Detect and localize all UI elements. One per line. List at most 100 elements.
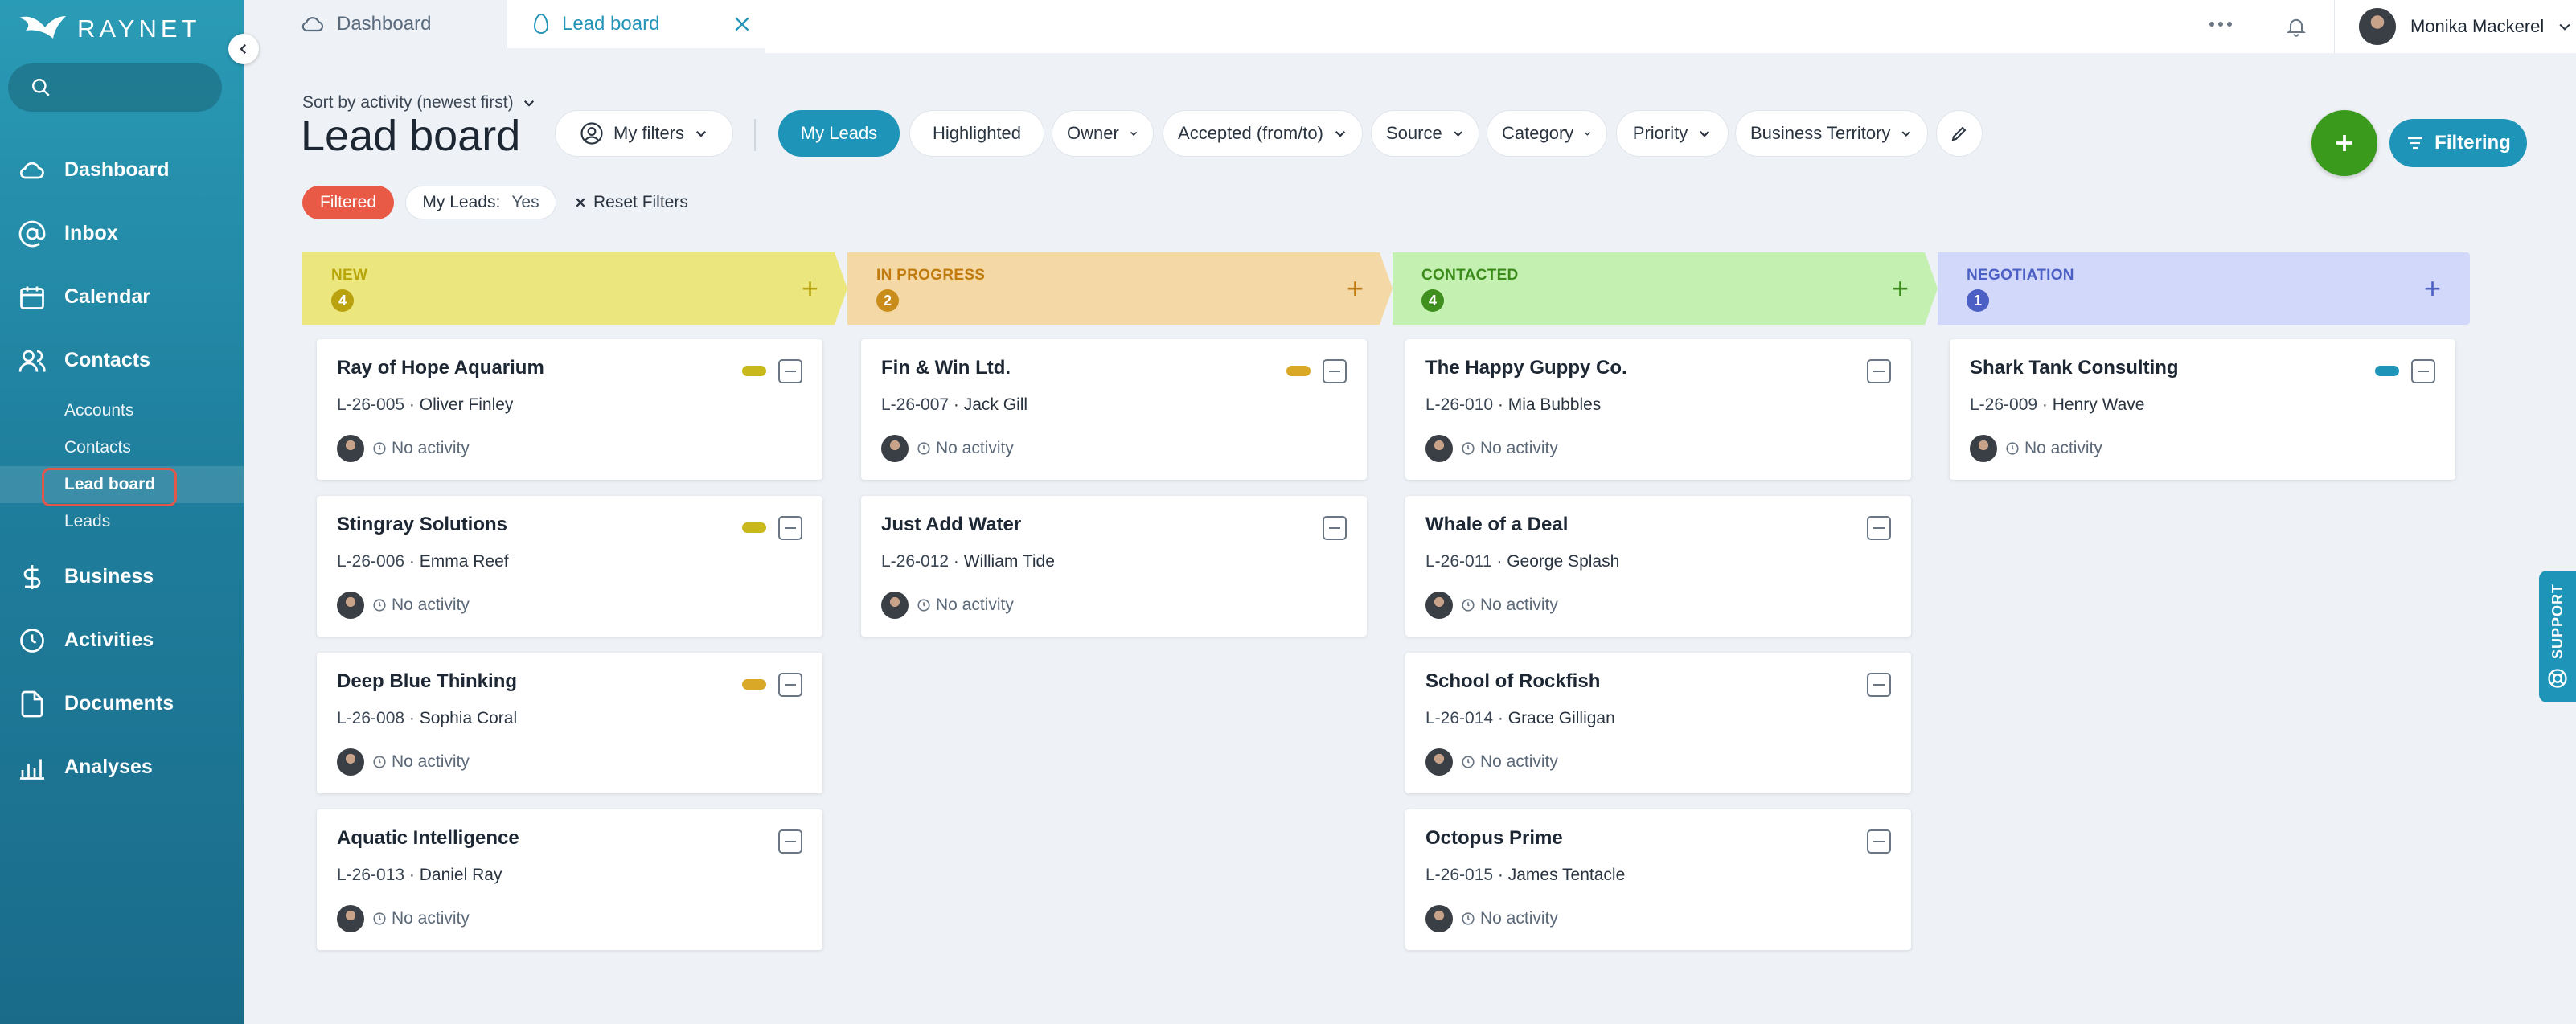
filtering-button[interactable]: Filtering — [2389, 119, 2527, 167]
separator: · — [404, 709, 420, 727]
tab-dashboard[interactable]: Dashboard — [300, 0, 493, 48]
filter-label: Source — [1386, 123, 1442, 143]
add-lead-button[interactable] — [2311, 110, 2377, 176]
subnav-leads[interactable]: Leads — [0, 503, 244, 540]
lead-title[interactable]: Just Add Water — [881, 514, 1022, 535]
lead-title[interactable]: School of Rockfish — [1425, 670, 1601, 692]
column-name: CONTACTED — [1421, 267, 1519, 284]
activity-label: No activity — [392, 909, 470, 928]
nav-contacts[interactable]: Contacts — [0, 329, 244, 392]
lead-footer: No activity — [337, 435, 470, 462]
filter-highlighted[interactable]: Highlighted — [909, 110, 1044, 157]
lead-card[interactable]: Fin & Win Ltd. L-26-007 · Jack Gill No act… — [861, 339, 1367, 480]
logo[interactable]: RAYNET — [18, 11, 200, 47]
subnav-contacts[interactable]: Contacts — [0, 429, 244, 466]
filter-business-territory[interactable]: Business Territory — [1735, 110, 1928, 157]
lead-card[interactable]: Octopus Prime L-26-015 · James Tentacle No… — [1405, 809, 1911, 950]
clock-icon — [1462, 442, 1475, 455]
lead-card[interactable]: Whale of a Deal L-26-011 · George Splash N… — [1405, 496, 1911, 637]
lead-title[interactable]: Deep Blue Thinking — [337, 670, 518, 692]
lead-title[interactable]: Octopus Prime — [1425, 827, 1563, 849]
clock-icon — [1462, 599, 1475, 612]
lead-code: L-26-009 — [1970, 395, 2038, 414]
filter-my-leads[interactable]: My Leads — [778, 110, 900, 157]
lead-meta: L-26-011 · George Splash — [1425, 552, 1619, 571]
lead-title[interactable]: Shark Tank Consulting — [1970, 357, 2179, 379]
lead-card[interactable]: Stingray Solutions L-26-006 · Emma Reef No… — [317, 496, 822, 637]
filter-accepted[interactable]: Accepted (from/to) — [1163, 110, 1363, 157]
column-count: 4 — [1421, 289, 1444, 312]
filter-owner[interactable]: Owner — [1052, 110, 1154, 157]
lead-card[interactable]: Deep Blue Thinking L-26-008 · Sophia Cora… — [317, 653, 822, 793]
lead-title[interactable]: Stingray Solutions — [337, 514, 508, 535]
lead-title[interactable]: Ray of Hope Aquarium — [337, 357, 544, 379]
clock-icon — [373, 756, 386, 768]
notifications-button[interactable] — [2258, 0, 2335, 53]
lead-meta: L-26-008 · Sophia Coral — [337, 709, 517, 728]
at-icon — [18, 220, 46, 247]
user-menu[interactable]: Monika Mackerel — [2335, 6, 2573, 47]
filter-category[interactable]: Category — [1487, 110, 1607, 157]
sort-dropdown[interactable]: Sort by activity (newest first) — [302, 93, 536, 113]
activity-label: No activity — [392, 596, 470, 614]
nav-calendar[interactable]: Calendar — [0, 265, 244, 329]
select-checkbox[interactable] — [2411, 359, 2435, 383]
owner-avatar — [1425, 435, 1453, 462]
filtered-label: Filtered — [319, 193, 377, 211]
bar-chart-icon — [20, 759, 44, 780]
nav-analyses[interactable]: Analyses — [0, 735, 244, 799]
support-tab[interactable]: SUPPORT — [2539, 571, 2576, 702]
select-checkbox[interactable] — [778, 516, 802, 540]
tab-label: Lead board — [562, 13, 660, 35]
lead-title[interactable]: Fin & Win Ltd. — [881, 357, 1011, 379]
nav-activities[interactable]: Activities — [0, 608, 244, 672]
my-filters-dropdown[interactable]: My filters — [555, 110, 733, 157]
close-icon[interactable] — [732, 14, 753, 35]
search-input[interactable] — [61, 76, 214, 99]
filter-source[interactable]: Source — [1371, 110, 1479, 157]
lead-card[interactable]: The Happy Guppy Co. L-26-010 · Mia Bubble… — [1405, 339, 1911, 480]
lead-meta: L-26-015 · James Tentacle — [1425, 866, 1625, 885]
active-filter-chip[interactable]: My Leads: Yes — [405, 186, 556, 219]
lead-title[interactable]: Aquatic Intelligence — [337, 827, 519, 849]
lead-card[interactable]: Ray of Hope Aquarium L-26-005 · Oliver Fi… — [317, 339, 822, 480]
nav-documents[interactable]: Documents — [0, 672, 244, 735]
lead-title[interactable]: Whale of a Deal — [1425, 514, 1569, 535]
nav-inbox[interactable]: Inbox — [0, 202, 244, 265]
edit-filters-button[interactable] — [1936, 110, 1983, 157]
column-count: 2 — [876, 289, 899, 312]
add-card-button[interactable]: + — [1346, 272, 1364, 305]
lead-card[interactable]: Aquatic Intelligence L-26-013 · Daniel Ra… — [317, 809, 822, 950]
nav-business[interactable]: Business — [0, 545, 244, 608]
lead-title[interactable]: The Happy Guppy Co. — [1425, 357, 1627, 379]
add-card-button[interactable]: + — [1891, 272, 1909, 305]
select-checkbox[interactable] — [1867, 359, 1891, 383]
activity-status: No activity — [372, 439, 470, 458]
collapse-sidebar-button[interactable] — [228, 34, 259, 64]
lead-card[interactable]: Just Add Water L-26-012 · William Tide No … — [861, 496, 1367, 637]
tab-lead-board[interactable]: Lead board — [507, 0, 768, 48]
filter-label: Highlighted — [932, 123, 1022, 143]
select-checkbox[interactable] — [778, 829, 802, 854]
subnav-lead-board[interactable]: Lead board — [0, 466, 244, 506]
add-card-button[interactable]: + — [801, 272, 818, 305]
nav-dashboard[interactable]: Dashboard — [0, 138, 244, 202]
select-checkbox[interactable] — [778, 673, 802, 697]
select-checkbox[interactable] — [1323, 516, 1347, 540]
lead-meta: L-26-006 · Emma Reef — [337, 552, 509, 571]
select-checkbox[interactable] — [778, 359, 802, 383]
subnav-accounts[interactable]: Accounts — [0, 392, 244, 429]
search-box[interactable] — [8, 63, 222, 112]
add-card-button[interactable]: + — [2423, 272, 2441, 305]
select-checkbox[interactable] — [1867, 829, 1891, 854]
reset-filters-button[interactable]: Reset Filters — [574, 186, 688, 219]
filter-priority[interactable]: Priority — [1616, 110, 1729, 157]
select-checkbox[interactable] — [1867, 673, 1891, 697]
select-checkbox[interactable] — [1867, 516, 1891, 540]
more-icon[interactable] — [2207, 16, 2234, 36]
column-header: NEGOTIATION 1 + — [1938, 252, 2470, 325]
close-icon — [576, 198, 585, 207]
lead-card[interactable]: Shark Tank Consulting L-26-009 · Henry Wa… — [1950, 339, 2455, 480]
lead-card[interactable]: School of Rockfish L-26-014 · Grace Gilli… — [1405, 653, 1911, 793]
select-checkbox[interactable] — [1323, 359, 1347, 383]
